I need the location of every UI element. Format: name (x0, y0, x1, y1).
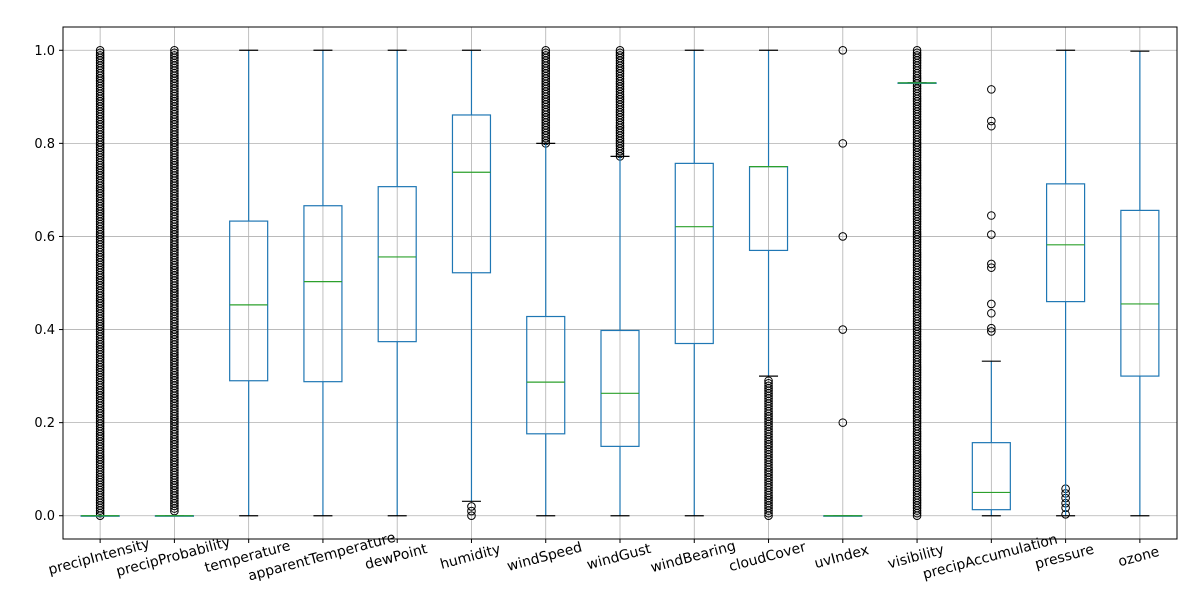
y-tick-label: 1.0 (34, 44, 55, 59)
x-tick-label: uvIndex (813, 542, 871, 572)
x-tick-label: humidity (439, 541, 503, 572)
x-tick-label: windSpeed (505, 539, 584, 574)
x-tick-label: windGust (585, 541, 653, 574)
y-tick-label: 0.0 (34, 509, 55, 524)
x-tick-label: ozone (1116, 544, 1161, 570)
y-tick-label: 0.8 (34, 137, 55, 152)
y-tick-label: 0.6 (34, 230, 55, 245)
x-tick-label: windBearing (649, 538, 737, 576)
boxplot-chart: 0.0 0.2 0.4 0.6 0.8 1.0 precipIntensityprecip… (0, 0, 1200, 606)
y-tick-label: 0.4 (34, 323, 55, 338)
x-axis: precipIntensityprecipProbabilitytemperat… (47, 530, 1162, 585)
y-axis: 0.0 0.2 0.4 0.6 0.8 1.0 (34, 44, 63, 524)
x-tick-label: cloudCover (727, 539, 808, 575)
y-tick-label: 0.2 (34, 416, 55, 431)
